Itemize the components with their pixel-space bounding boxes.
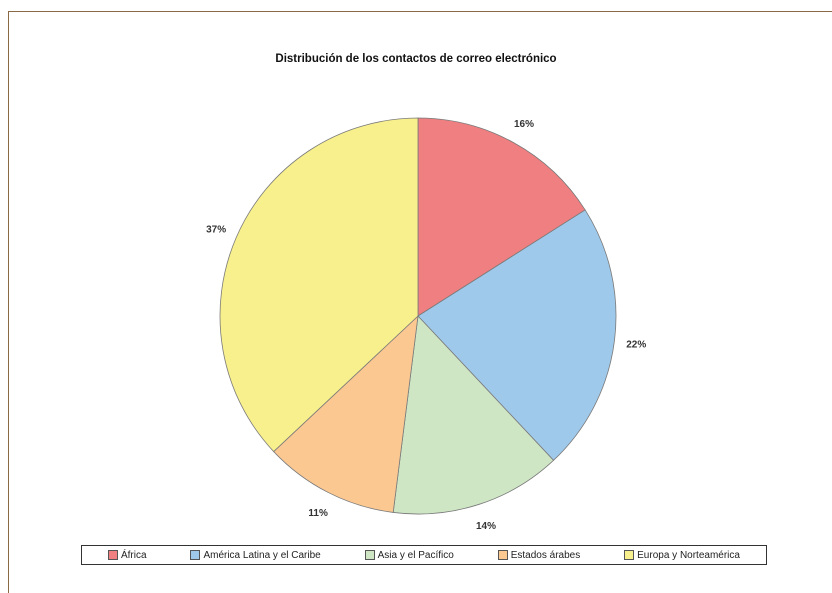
legend-label-3: Estados árabes [510, 549, 581, 561]
legend-item-1: América Latina y el Caribe [190, 549, 321, 561]
pie-slice-2 [392, 315, 555, 515]
legend-item-0: África [107, 549, 147, 561]
slice-label-4: 37% [206, 225, 226, 236]
pie-slice-3 [273, 314, 419, 513]
legend-swatch-0 [107, 550, 118, 560]
legend-swatch-3 [497, 550, 508, 560]
slice-label-1: 22% [626, 340, 646, 351]
legend-label-2: Asia y el Pacífico [377, 549, 454, 561]
legend-swatch-4 [624, 550, 635, 560]
pie-slice-1 [417, 209, 617, 461]
frame-top-border [8, 11, 832, 12]
legend-item-4: Europa y Norteamérica [624, 550, 740, 561]
legend-swatch-2 [364, 550, 375, 560]
pie-slice-4 [219, 117, 419, 453]
legend-label-1: América Latina y el Caribe [203, 549, 321, 561]
slice-label-3: 11% [308, 508, 328, 519]
chart-title: Distribución de los contactos de correo … [275, 53, 557, 65]
legend-item-3: Estados árabes [497, 549, 581, 561]
frame-left-border [8, 11, 9, 593]
slice-label-2: 14% [476, 521, 496, 532]
legend-label-0: África [120, 549, 147, 561]
slice-label-0: 16% [514, 119, 534, 130]
legend-label-4: Europa y Norteamérica [637, 549, 740, 561]
chart-legend: África América Latina y el Caribe Asia y e… [81, 545, 767, 565]
legend-item-2: Asia y el Pacífico [364, 549, 454, 561]
pie-slice-0 [417, 117, 586, 317]
legend-swatch-1 [190, 550, 201, 560]
